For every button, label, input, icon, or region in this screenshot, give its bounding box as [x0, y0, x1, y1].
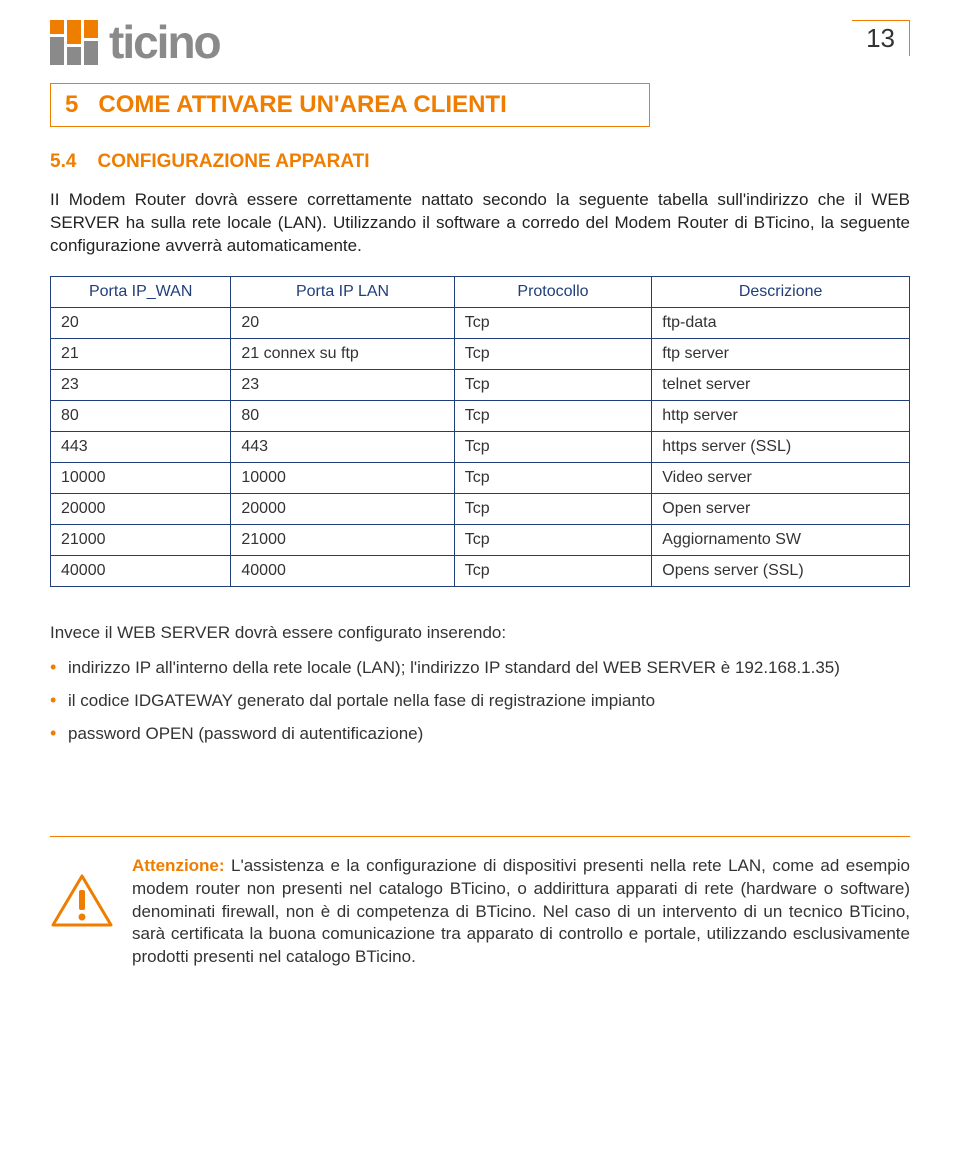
- list-item: indirizzo IP all'interno della rete loca…: [50, 657, 910, 680]
- subsection-title-text: CONFIGURAZIONE APPARATI: [98, 151, 370, 172]
- header-row: ticino 13: [50, 20, 910, 65]
- logo-mark-icon: [50, 20, 101, 65]
- table-row: 4000040000TcpOpens server (SSL): [51, 555, 910, 586]
- table-cell-lan: 20000: [231, 493, 454, 524]
- brand-logo: ticino: [50, 20, 220, 65]
- list-item: password OPEN (password di autentificazi…: [50, 723, 910, 746]
- table-row: 2000020000TcpOpen server: [51, 493, 910, 524]
- table-cell-proto: Tcp: [454, 462, 652, 493]
- table-row: 2323Tcptelnet server: [51, 369, 910, 400]
- warning-label: Attenzione:: [132, 856, 225, 875]
- config-bullet-list: indirizzo IP all'interno della rete loca…: [50, 657, 910, 746]
- page-number: 13: [852, 21, 909, 56]
- table-cell-proto: Tcp: [454, 524, 652, 555]
- table-cell-lan: 40000: [231, 555, 454, 586]
- table-cell-wan: 23: [51, 369, 231, 400]
- table-cell-desc: Open server: [652, 493, 910, 524]
- table-cell-desc: telnet server: [652, 369, 910, 400]
- table-cell-lan: 443: [231, 431, 454, 462]
- table-header-row: Porta IP_WAN Porta IP LAN Protocollo Des…: [51, 276, 910, 307]
- intro-paragraph: II Modem Router dovrà essere correttamen…: [50, 189, 910, 258]
- table-cell-wan: 21: [51, 338, 231, 369]
- table-cell-lan: 80: [231, 400, 454, 431]
- table-cell-proto: Tcp: [454, 555, 652, 586]
- list-item: il codice IDGATEWAY generato dal portale…: [50, 690, 910, 713]
- table-cell-lan: 10000: [231, 462, 454, 493]
- subsection-title: 5.4 CONFIGURAZIONE APPARATI: [50, 151, 910, 173]
- table-cell-lan: 21 connex su ftp: [231, 338, 454, 369]
- table-cell-proto: Tcp: [454, 400, 652, 431]
- table-cell-wan: 21000: [51, 524, 231, 555]
- col-header-lan: Porta IP LAN: [231, 276, 454, 307]
- config-intro: Invece il WEB SERVER dovrà essere config…: [50, 623, 910, 643]
- table-row: 8080Tcphttp server: [51, 400, 910, 431]
- table-cell-wan: 40000: [51, 555, 231, 586]
- brand-logo-text: ticino: [109, 22, 220, 63]
- table-cell-proto: Tcp: [454, 307, 652, 338]
- table-cell-wan: 10000: [51, 462, 231, 493]
- table-row: 2100021000TcpAggiornamento SW: [51, 524, 910, 555]
- table-cell-lan: 20: [231, 307, 454, 338]
- section-title-box: 5 COME ATTIVARE UN'AREA CLIENTI: [50, 83, 650, 127]
- page-number-box: 13: [852, 20, 910, 56]
- table-cell-wan: 20000: [51, 493, 231, 524]
- table-cell-desc: http server: [652, 400, 910, 431]
- table-cell-lan: 23: [231, 369, 454, 400]
- table-cell-proto: Tcp: [454, 431, 652, 462]
- table-cell-desc: Aggiornamento SW: [652, 524, 910, 555]
- section-title-text: COME ATTIVARE UN'AREA CLIENTI: [98, 91, 506, 118]
- table-cell-proto: Tcp: [454, 338, 652, 369]
- divider: [50, 836, 910, 837]
- table-row: 1000010000TcpVideo server: [51, 462, 910, 493]
- section-number: 5: [65, 91, 78, 118]
- col-header-wan: Porta IP_WAN: [51, 276, 231, 307]
- table-cell-desc: https server (SSL): [652, 431, 910, 462]
- table-cell-lan: 21000: [231, 524, 454, 555]
- section-title: 5 COME ATTIVARE UN'AREA CLIENTI: [65, 91, 507, 118]
- table-cell-wan: 80: [51, 400, 231, 431]
- table-cell-desc: ftp-data: [652, 307, 910, 338]
- table-cell-desc: Video server: [652, 462, 910, 493]
- warning-body: L'assistenza e la configurazione di disp…: [132, 856, 910, 967]
- table-cell-proto: Tcp: [454, 369, 652, 400]
- table-cell-desc: Opens server (SSL): [652, 555, 910, 586]
- table-cell-wan: 20: [51, 307, 231, 338]
- warning-text: Attenzione: L'assistenza e la configuraz…: [132, 855, 910, 970]
- table-row: 2121 connex su ftpTcpftp server: [51, 338, 910, 369]
- table-cell-wan: 443: [51, 431, 231, 462]
- col-header-proto: Protocollo: [454, 276, 652, 307]
- table-row: 443443Tcphttps server (SSL): [51, 431, 910, 462]
- subsection-number: 5.4: [50, 151, 76, 172]
- ports-table: Porta IP_WAN Porta IP LAN Protocollo Des…: [50, 276, 910, 587]
- col-header-desc: Descrizione: [652, 276, 910, 307]
- warning-block: Attenzione: L'assistenza e la configuraz…: [50, 855, 910, 970]
- warning-icon: [50, 855, 114, 934]
- table-row: 2020Tcpftp-data: [51, 307, 910, 338]
- table-cell-proto: Tcp: [454, 493, 652, 524]
- table-cell-desc: ftp server: [652, 338, 910, 369]
